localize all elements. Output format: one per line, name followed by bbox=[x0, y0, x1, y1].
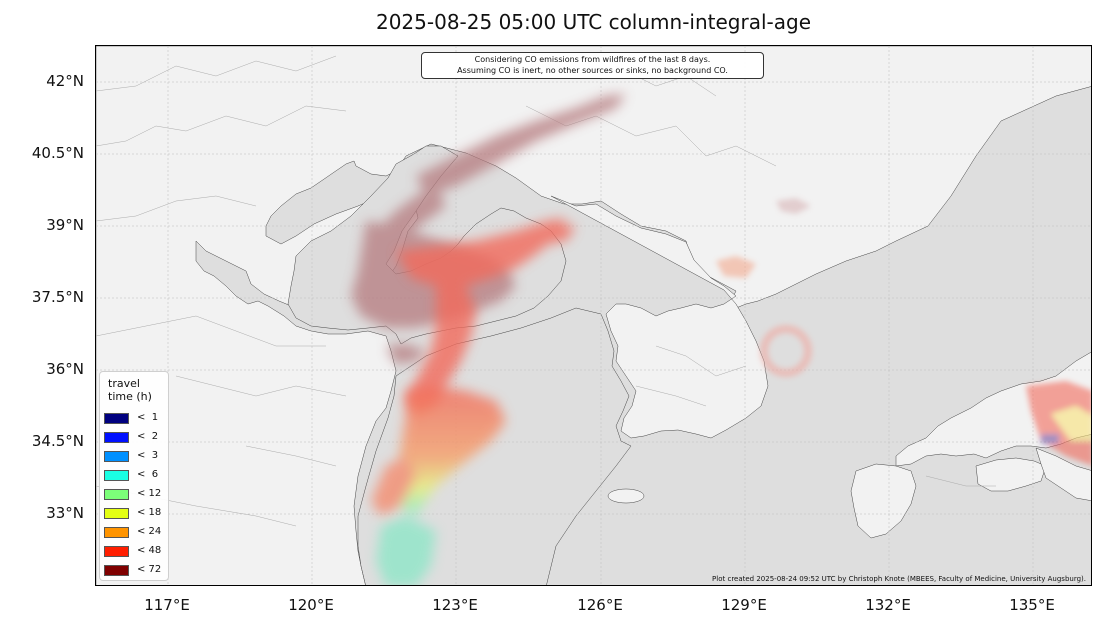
legend-swatch bbox=[104, 565, 129, 576]
map-frame bbox=[95, 45, 1092, 586]
lat-label-39n: 39°N bbox=[46, 216, 84, 234]
honshu-south-land bbox=[1035, 447, 1091, 501]
province-borders bbox=[96, 55, 996, 527]
legend-title-line-2: time (h) bbox=[108, 390, 152, 403]
legend-item: < 2 bbox=[104, 431, 168, 444]
legend-item: < 1 bbox=[104, 412, 168, 425]
lat-label-40-5n: 40.5°N bbox=[31, 144, 84, 162]
lon-label-117e: 117°E bbox=[144, 596, 190, 614]
lat-label-34-5n: 34.5°N bbox=[31, 432, 84, 450]
legend-swatch bbox=[104, 413, 129, 424]
legend-item: < 48 bbox=[104, 545, 168, 558]
legend-label: < 24 bbox=[137, 526, 162, 537]
legend-item: < 18 bbox=[104, 507, 168, 520]
lat-label-37-5n: 37.5°N bbox=[31, 288, 84, 306]
lon-label-129e: 129°E bbox=[721, 596, 767, 614]
legend-swatch bbox=[104, 527, 129, 538]
legend-item: < 12 bbox=[104, 488, 168, 501]
legend-label: < 48 bbox=[137, 545, 162, 556]
kyushu-land bbox=[850, 463, 917, 539]
legend-label: < 1 bbox=[137, 412, 159, 423]
jeju-island bbox=[607, 488, 645, 504]
korea-land bbox=[550, 195, 769, 439]
legend-label: < 12 bbox=[137, 488, 162, 499]
legend: travel time (h) < 1 < 2 < 3 < 6 < 12 < 1… bbox=[99, 371, 169, 581]
map-canvas bbox=[96, 46, 1091, 585]
plume-east bbox=[716, 198, 1091, 466]
shikoku-land bbox=[975, 457, 1047, 492]
annotation-line-2: Assuming CO is inert, no other sources o… bbox=[457, 65, 728, 75]
lon-label-120e: 120°E bbox=[288, 596, 334, 614]
lon-label-123e: 123°E bbox=[432, 596, 478, 614]
lat-label-42n: 42°N bbox=[46, 72, 84, 90]
legend-title: travel time (h) bbox=[108, 377, 152, 403]
legend-swatch bbox=[104, 470, 129, 481]
legend-label: < 3 bbox=[137, 450, 159, 461]
credit-text: Plot created 2025-08-24 09:52 UTC by Chr… bbox=[712, 575, 1086, 583]
lat-label-33n: 33°N bbox=[46, 504, 84, 522]
legend-swatch bbox=[104, 451, 129, 462]
legend-item: < 24 bbox=[104, 526, 168, 539]
lon-label-132e: 132°E bbox=[865, 596, 911, 614]
annotation-box: Considering CO emissions from wildfires … bbox=[421, 52, 764, 79]
legend-item: < 6 bbox=[104, 469, 168, 482]
plume-mid bbox=[396, 218, 576, 416]
legend-title-line-1: travel bbox=[108, 377, 140, 390]
legend-label: < 2 bbox=[137, 431, 159, 442]
annotation-line-1: Considering CO emissions from wildfires … bbox=[474, 55, 711, 64]
plume-young bbox=[371, 386, 506, 585]
legend-swatch bbox=[104, 546, 129, 557]
map-title: 2025-08-25 05:00 UTC column-integral-age bbox=[375, 10, 811, 34]
legend-item: < 3 bbox=[104, 450, 168, 463]
legend-item: < 72 bbox=[104, 564, 168, 577]
legend-label: < 6 bbox=[137, 469, 159, 480]
legend-label: < 18 bbox=[137, 507, 162, 518]
lat-label-36n: 36°N bbox=[46, 360, 84, 378]
lon-label-135e: 135°E bbox=[1009, 596, 1055, 614]
legend-swatch bbox=[104, 508, 129, 519]
legend-label: < 72 bbox=[137, 564, 162, 575]
lon-label-126e: 126°E bbox=[577, 596, 623, 614]
legend-swatch bbox=[104, 432, 129, 443]
legend-swatch bbox=[104, 489, 129, 500]
